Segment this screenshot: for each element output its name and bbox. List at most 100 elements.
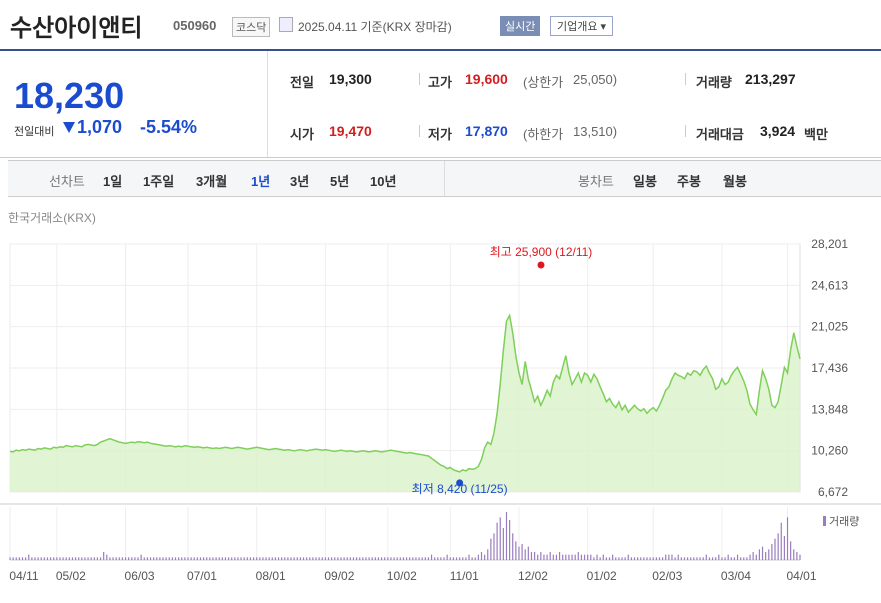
volume-bar: [662, 557, 664, 560]
volume-bar: [96, 557, 99, 560]
x-tick-label: 07/01: [187, 569, 217, 583]
tab-daily[interactable]: 일봉: [633, 174, 657, 189]
high-annotation: 최고 25,900 (12/11): [490, 245, 593, 259]
volume-bar: [615, 557, 617, 560]
x-tick-label: 03/04: [721, 569, 751, 583]
tab-weekly[interactable]: 주봉: [677, 174, 701, 189]
volume-bar: [227, 557, 230, 560]
volume-bar: [562, 554, 564, 560]
volume-bar: [174, 557, 177, 560]
volume-bar: [677, 554, 679, 560]
tab-3y[interactable]: 3년: [290, 174, 310, 189]
amount-value: 3,924: [760, 123, 796, 139]
volume-bar: [371, 557, 373, 560]
low-value: 17,870: [465, 123, 508, 139]
volume-bar: [315, 557, 317, 560]
volume-bar: [746, 557, 748, 560]
volume-bar: [459, 557, 461, 560]
tab-1y[interactable]: 1년: [251, 174, 271, 189]
volume-bar: [346, 557, 348, 560]
volume-bar: [537, 554, 539, 560]
volume-bar: [390, 557, 392, 560]
volume-bar: [384, 557, 386, 560]
volume-bar: [140, 554, 142, 560]
volume-bar: [106, 554, 108, 560]
volume-bar: [462, 557, 464, 560]
amount-unit: 백만: [804, 127, 828, 142]
volume-bar: [571, 554, 573, 560]
volume-bar: [25, 557, 27, 560]
volume-bar: [109, 557, 111, 560]
volume-bar: [424, 557, 426, 560]
volume-bar: [749, 554, 751, 560]
volume-bar: [674, 557, 676, 560]
volume-bar: [49, 557, 52, 560]
volume-bar: [543, 554, 545, 560]
x-tick-label: 05/02: [56, 569, 86, 583]
volume-bar: [12, 557, 14, 560]
volume-bar: [137, 557, 139, 560]
volume-bar: [237, 557, 239, 560]
volume-bar: [796, 552, 798, 560]
volume-bar: [790, 541, 792, 560]
volume-bar: [28, 554, 30, 560]
prev-label: 전일: [290, 75, 314, 90]
change-value-text: 1,070: [77, 117, 123, 137]
x-tick-label: 12/02: [518, 569, 548, 583]
open-value: 19,470: [329, 123, 372, 139]
tab-5y[interactable]: 5년: [330, 174, 350, 189]
volume-bar: [121, 557, 124, 560]
volume-bar: [496, 522, 498, 560]
x-tick-label: 04/11: [9, 569, 38, 583]
volume-bar: [65, 557, 67, 560]
volume-bar: [209, 557, 211, 560]
volume-bar: [15, 557, 17, 560]
volume-bar: [287, 557, 289, 560]
volume-label: 거래량: [696, 75, 732, 90]
volume-bar: [68, 557, 70, 560]
tab-monthly[interactable]: 월봉: [723, 174, 747, 189]
volume-bar: [265, 557, 267, 560]
volume-bar: [9, 557, 11, 560]
volume-bar: [274, 557, 277, 560]
volume-bar: [293, 557, 295, 560]
amount-label: 거래대금: [696, 127, 744, 142]
volume-bar: [765, 552, 767, 560]
volume-bar: [256, 557, 258, 560]
volume-bar: [558, 552, 561, 560]
y-tick-label: 28,201: [811, 237, 848, 251]
volume-bar: [231, 557, 233, 560]
volume-bar: [593, 557, 595, 560]
volume-bar: [281, 557, 283, 560]
prev-value: 19,300: [329, 71, 372, 87]
tab-10y[interactable]: 10년: [370, 174, 397, 189]
realtime-button[interactable]: 실시간: [500, 16, 541, 36]
volume-bar: [452, 557, 454, 560]
volume-bar: [599, 557, 601, 560]
company-overview-dropdown[interactable]: 기업개요 ▾: [550, 16, 614, 36]
volume-bar: [696, 557, 698, 560]
volume-bar: [415, 557, 417, 560]
volume-bar: [59, 557, 61, 560]
volume-bar: [112, 557, 114, 560]
volume-bar: [343, 557, 345, 560]
volume-bar: [149, 557, 152, 560]
upper-limit-value: 25,050): [573, 72, 618, 87]
volume-bar: [249, 557, 252, 560]
volume-bar: [153, 557, 155, 560]
tab-1d[interactable]: 1일: [103, 174, 123, 189]
tab-1w[interactable]: 1주일: [143, 174, 175, 189]
volume-bar: [212, 557, 214, 560]
volume-bar: [90, 557, 92, 560]
low-label: 저가: [428, 127, 452, 142]
volume-bar: [727, 554, 729, 560]
volume-bar: [62, 557, 64, 560]
tab-3m[interactable]: 3개월: [196, 174, 228, 189]
volume-bar: [118, 557, 120, 560]
volume-bar: [777, 533, 779, 560]
change-label: 전일대비: [14, 126, 55, 138]
volume-bar: [31, 557, 33, 560]
volume-bar: [702, 557, 704, 560]
volume-bar: [252, 557, 255, 560]
volume-bar: [568, 554, 570, 560]
